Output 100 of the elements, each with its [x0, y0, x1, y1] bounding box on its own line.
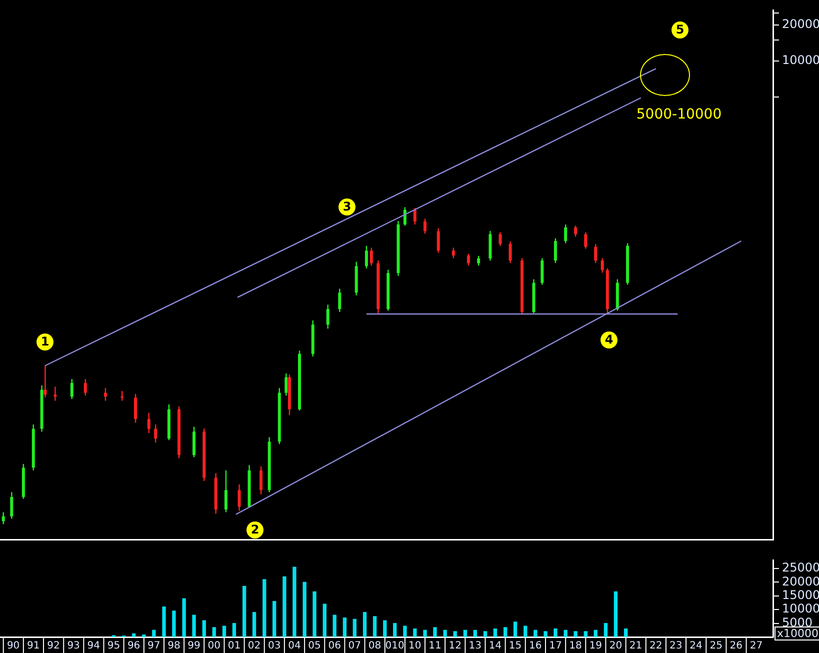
candlestick: [10, 492, 14, 520]
x-tick-label: 07: [348, 640, 362, 652]
candlestick: [364, 245, 368, 269]
x-tick-label: 17: [549, 640, 562, 652]
x-tick-label: 92: [47, 640, 60, 652]
bar: [352, 618, 356, 637]
candlestick: [452, 247, 455, 259]
x-tick-label: 93: [67, 640, 80, 652]
annotation: 5000-10000: [636, 106, 722, 123]
candlestick: [284, 372, 288, 396]
candlestick: [192, 426, 196, 458]
bar: [463, 630, 468, 637]
x-tick-label: 22: [649, 640, 662, 652]
x-tick-label: 13: [468, 640, 482, 652]
x-tick-label: 27: [750, 640, 763, 652]
annotation: 1: [40, 334, 50, 349]
x-tick-label: 99: [188, 640, 200, 652]
bar: [232, 622, 236, 637]
candlestick: [466, 253, 470, 266]
x-tick-label: 98: [168, 640, 180, 652]
candlestick: [508, 240, 512, 264]
candlestick: [424, 218, 427, 234]
bar: [504, 627, 508, 637]
candlestick: [104, 387, 107, 402]
bar: [372, 616, 377, 637]
bar: [433, 627, 437, 637]
bar: [534, 630, 538, 637]
bar: [544, 631, 548, 637]
bar: [252, 612, 256, 637]
x-tick-label: 15: [508, 640, 522, 652]
candlestick: [70, 378, 74, 400]
x-tick-label: 96: [127, 640, 140, 652]
x-tick-label: 16: [529, 640, 542, 652]
candlestick: [54, 386, 57, 402]
annotation: 4: [604, 332, 614, 347]
bar: [142, 634, 146, 637]
bar: [342, 617, 347, 637]
bar: [554, 628, 558, 637]
bar: [443, 630, 447, 637]
candlestick: [2, 512, 5, 525]
x-tick-label: 10: [408, 640, 422, 652]
y-tick-label: 10000: [782, 602, 819, 616]
candlestick: [574, 225, 578, 238]
bar: [272, 601, 276, 637]
x-tick-label: 23: [670, 640, 682, 652]
bar: [282, 576, 286, 637]
bar: [212, 627, 216, 637]
bar: [614, 591, 618, 637]
bar: [473, 630, 477, 637]
bar: [383, 620, 387, 637]
x-tick-label: 97: [148, 640, 160, 652]
bar: [222, 626, 226, 637]
annotation: 2: [250, 522, 260, 537]
bar: [192, 614, 196, 637]
bar: [393, 622, 397, 637]
x-tick-label: 19: [589, 640, 602, 652]
x-tick-label: 91: [27, 640, 40, 652]
candlestick: [44, 365, 47, 398]
x-tick-label: 04: [288, 640, 301, 652]
bar: [604, 622, 608, 637]
candlestick: [564, 224, 568, 244]
y-tick-label: 20000: [782, 16, 819, 31]
bar: [162, 606, 166, 637]
candlestick: [370, 247, 373, 266]
x-tick-label: 21: [629, 640, 642, 652]
candlestick: [134, 393, 138, 424]
bar: [483, 631, 488, 637]
candlestick: [584, 232, 588, 250]
x-tick-label: 24: [690, 640, 702, 652]
annotation: 3: [342, 200, 352, 214]
bar: [594, 630, 598, 637]
bar: [493, 628, 498, 637]
candlestick: [600, 258, 604, 274]
x-tick-label: 05: [308, 640, 321, 652]
bar: [453, 631, 457, 637]
x-tick-label: 11: [428, 640, 442, 652]
bar: [132, 633, 136, 637]
bar: [262, 579, 266, 637]
x-tick-label: 12: [448, 640, 462, 652]
candlestick: [338, 288, 342, 313]
candlestick: [238, 484, 241, 512]
bar: [242, 586, 246, 637]
y-tick-label: 15000: [782, 588, 819, 602]
candlestick: [594, 243, 598, 264]
annotation: 5: [676, 22, 684, 37]
candlestick: [224, 470, 228, 513]
y-axis-title: x10000: [777, 626, 819, 640]
x-tick-label: 01: [228, 640, 241, 652]
bar: [423, 630, 427, 637]
bar: [624, 628, 628, 637]
candlestick: [436, 228, 440, 254]
x-tick-label: 18: [569, 640, 582, 652]
candlestick: [326, 304, 330, 330]
candlestick: [154, 424, 158, 444]
candlestick: [498, 232, 502, 246]
candlestick: [554, 238, 557, 264]
x-tick-label: 26: [730, 640, 743, 652]
x-tick-label: 06: [328, 640, 341, 652]
bar: [292, 566, 296, 637]
x-tick-label: 08: [368, 640, 382, 652]
